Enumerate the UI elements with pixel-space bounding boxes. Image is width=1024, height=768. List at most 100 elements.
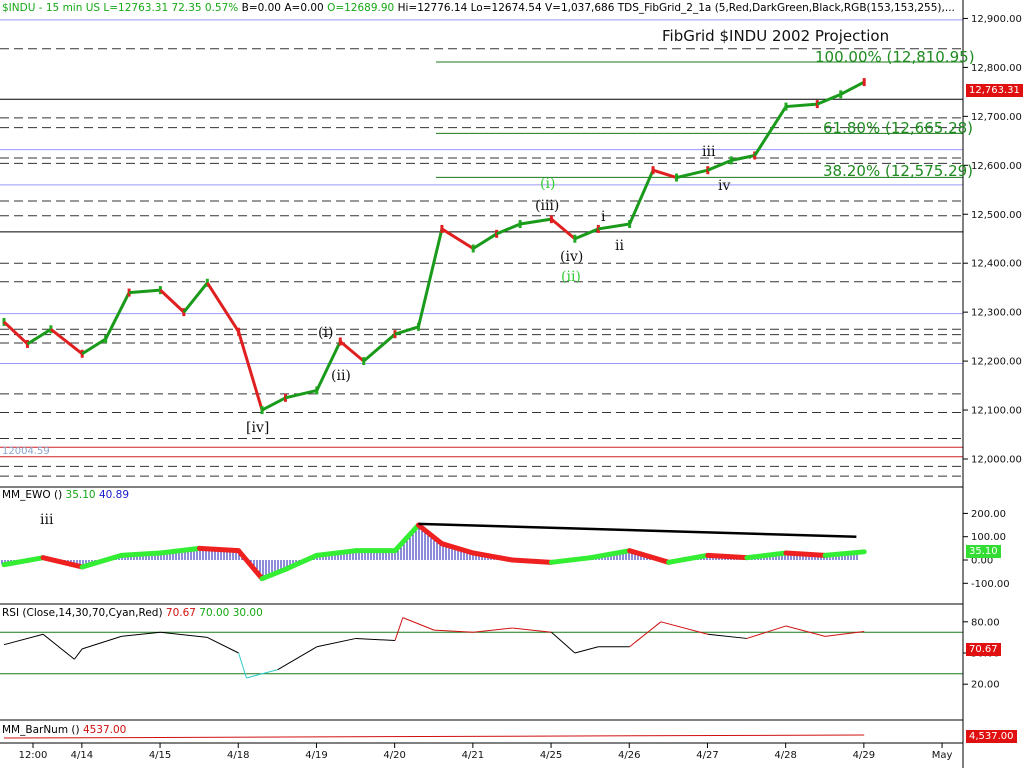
price-tick-7: 12,700.00 — [971, 112, 1022, 123]
study-label: TDS_FibGrid_2_1a (5,Red,DarkGreen,Black,… — [617, 2, 955, 14]
ewo-axis: 200.00 100.00 0.00 -100.00 — [963, 509, 1010, 590]
barnum-value: 4537.00 — [82, 724, 127, 736]
rsi-segment-24 — [746, 625, 787, 639]
rsi-tick-0: 80.00 — [971, 617, 1000, 628]
ewo-trendline — [418, 522, 857, 538]
open-value: O=12689.90 — [327, 2, 395, 14]
price-segment-9 — [206, 281, 240, 333]
price-segment-15 — [362, 333, 396, 363]
rsi-value-3: 30.00 — [232, 607, 263, 619]
time-tick-9: 4/27 — [696, 750, 718, 761]
chart-title: FibGrid $INDU 2002 Projection — [662, 27, 890, 45]
time-tick-5: 4/20 — [383, 750, 405, 761]
price-segment-4 — [81, 337, 107, 356]
price-series — [2, 78, 866, 415]
ewo-tick-0: 200.00 — [971, 509, 1006, 520]
ewo-tick-1: 100.00 — [971, 532, 1006, 543]
price-segment-32 — [816, 92, 842, 106]
ask-value: A=0.00 — [284, 2, 324, 14]
time-tick-12: May — [932, 750, 953, 761]
fib-label-382: 38.20% (12,575.29) — [823, 162, 974, 180]
ewo-segment-23 — [783, 550, 828, 558]
price-tick-0: 12,000.00 — [971, 455, 1022, 466]
rsi-legend: RSI (Close,14,30,70,Cyan,Red) 70.67 70.0… — [2, 607, 263, 619]
ewo-legend: MM_EWO () 35.10 40.89 — [2, 489, 129, 501]
barnum-name: MM_BarNum () — [2, 724, 80, 736]
price-segment-33 — [840, 80, 865, 96]
rsi-segment-3 — [73, 648, 83, 660]
price-segment-3 — [49, 328, 84, 355]
price-segment-25 — [628, 169, 655, 225]
rsi-segment-13 — [394, 617, 404, 641]
price-segment-17 — [417, 228, 444, 328]
ewo-segment-18 — [588, 548, 633, 561]
ewo-value-2: 40.89 — [98, 489, 129, 501]
ewo-segment-1 — [1, 555, 46, 568]
wave-label-i-green: (i) — [540, 176, 556, 192]
time-tick-4: 4/19 — [305, 750, 327, 761]
price-segment-10 — [237, 331, 264, 411]
price-tick-4: 12,400.00 — [971, 259, 1022, 270]
price-segment-29 — [730, 154, 756, 162]
last-price-tag: 12,763.31 — [966, 84, 1023, 97]
rsi-segment-5 — [121, 631, 161, 637]
wave-label-iv: (iv) — [560, 249, 584, 265]
price-segment-6 — [129, 288, 161, 295]
ewo-segment-13 — [415, 522, 445, 547]
ewo-segment-20 — [666, 552, 711, 565]
price-tick-3: 12,300.00 — [971, 308, 1022, 319]
rsi-value-1: 70.67 — [165, 607, 196, 619]
price-segment-12 — [285, 389, 318, 400]
fib-label-618: 61.80% (12,665.28) — [823, 119, 974, 137]
wave-label-i: (i) — [318, 325, 334, 341]
ewo-segment-5 — [157, 545, 202, 556]
ewo-segment-17 — [548, 555, 593, 565]
time-tick-6: 4/21 — [462, 750, 484, 761]
ewo-segment-12 — [392, 522, 421, 554]
price-segment-27 — [676, 168, 709, 179]
rsi-segment-14 — [402, 617, 435, 631]
price-tick-6: 12,600.00 — [971, 161, 1022, 172]
time-tick-0: 12:00 — [19, 750, 48, 761]
price-segment-28 — [707, 159, 732, 172]
rsi-segment-16 — [473, 627, 513, 633]
price-tick-1: 12,100.00 — [971, 406, 1022, 417]
rsi-segment-10 — [277, 646, 318, 671]
price-segment-19 — [472, 232, 498, 250]
ewo-pane — [0, 486, 963, 582]
rsi-segment-15 — [434, 629, 474, 633]
barnum-pane — [0, 719, 963, 739]
wave-label-ii-green: (ii) — [561, 269, 581, 285]
ewo-segment-22 — [744, 550, 789, 561]
rsi-segment-4 — [82, 635, 122, 650]
time-tick-2: 4/15 — [149, 750, 171, 761]
wave-label-iv-big: [iv] — [246, 420, 270, 436]
time-tick-3: 4/18 — [227, 750, 249, 761]
price-tick-8: 12,800.00 — [971, 63, 1022, 74]
price-segment-2 — [26, 328, 52, 346]
ewo-segment-8 — [259, 566, 289, 582]
rsi-tick-2: 20.00 — [971, 680, 1000, 691]
time-tick-8: 4/26 — [618, 750, 640, 761]
price-segment-22 — [550, 217, 576, 240]
volume-value: V=1,037,686 — [544, 2, 615, 14]
ewo-segment-9 — [283, 552, 320, 572]
time-tick-7: 4/25 — [540, 750, 562, 761]
barnum-legend: MM_BarNum () 4537.00 — [2, 724, 126, 736]
ewo-segment-19 — [627, 548, 672, 565]
ewo-tick-3: -100.00 — [971, 579, 1010, 590]
rsi-segment-22 — [660, 621, 708, 635]
rsi-segment-2 — [42, 633, 75, 660]
ewo-segment-14 — [439, 541, 476, 556]
low-value: Lo=12674.54 — [470, 2, 542, 14]
price-segment-30 — [753, 105, 788, 157]
ewo-segment-3 — [79, 552, 124, 570]
price-axis: 12,000.00 12,100.00 12,200.00 12,300.00 12,4… — [963, 14, 1022, 466]
wave-label-iii-minor: iii — [702, 144, 716, 160]
time-tick-11: 4/29 — [853, 750, 875, 761]
ewo-segment-16 — [509, 557, 554, 565]
rsi-segment-12 — [355, 637, 396, 642]
rsi-name: RSI (Close,14,30,70,Cyan,Red) — [2, 607, 163, 619]
price-candle-33 — [862, 78, 866, 87]
ewo-tick-2: 0.00 — [971, 556, 993, 567]
